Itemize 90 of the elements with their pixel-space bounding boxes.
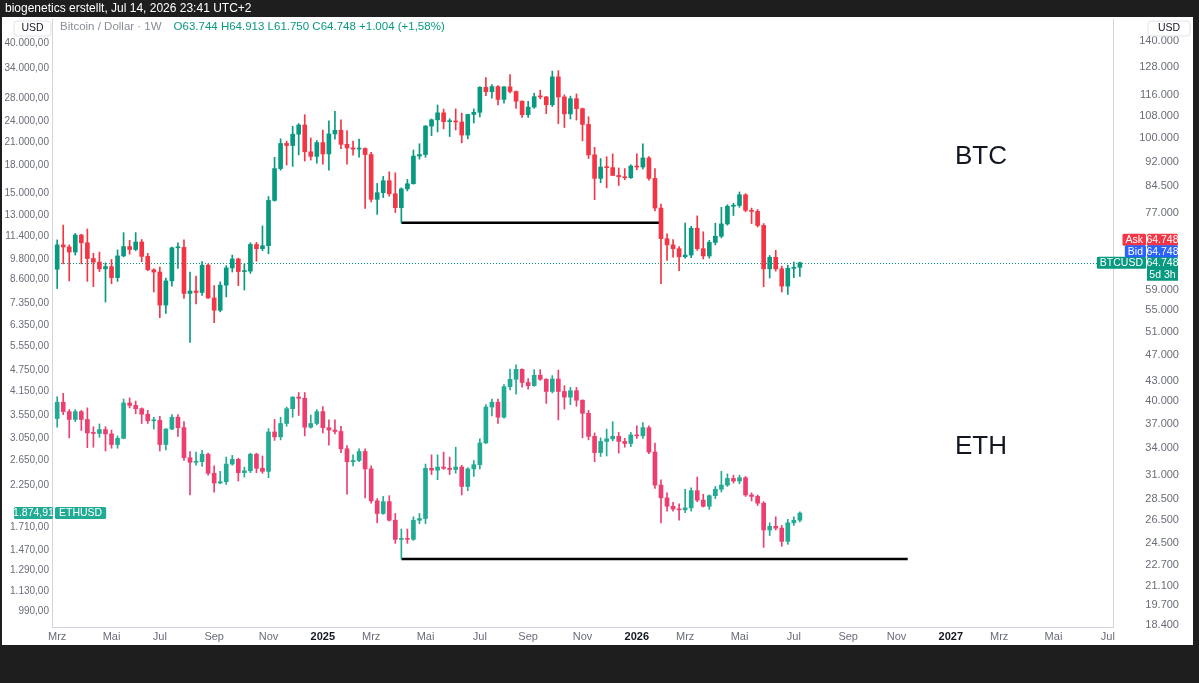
y-axis-title: USD [21,21,44,34]
x-tick-label: Sep [518,629,538,642]
candlestick [610,421,616,442]
y-tick-label: 18.000,00 [4,159,50,171]
candlestick [453,446,459,474]
x-tick-label: Nov [572,629,593,642]
candlestick [193,451,199,466]
y-tick-label: 59.000 [1145,282,1179,295]
ref-line-label: BTCUSD 64.748 5d 3h [1099,256,1179,281]
y-tick-label: 77.000 [1145,205,1179,218]
y-tick-label: 9.800,00 [10,252,50,264]
y-tick-label: 19.700 [1145,598,1179,611]
y-tick-label: 140.000 [1139,33,1179,46]
y-tick-label: 40.000 [1145,394,1179,407]
candlestick [187,451,193,496]
y-tick-label: 5.550,00 [10,340,50,352]
x-tick-label: Sep [838,629,858,642]
x-tick-label: Nov [886,629,907,642]
y-tick-label: 4.150,00 [10,384,50,396]
y-tick-label: 24.000,00 [4,115,50,127]
y-axis-title: USD [1157,21,1181,34]
text: ETH [954,430,1007,461]
candlestick [66,244,72,282]
y-tick-label: 1.710,00 [10,520,50,532]
y-tick-label: 55.000 [1145,302,1179,315]
y-tick-label: 100.000 [1139,130,1179,143]
text: biogenetics erstellt, Jul 14, 2026 23:41 UTC+2 [5,1,252,16]
x-tick-label: Mrz [675,629,695,642]
y-tick-label: 22.700 [1145,557,1179,570]
x-tick-label: Jul [152,629,167,642]
annotation: 1.874,91 ETHUSD [13,506,103,519]
y-tick-label: 128.000 [1139,59,1179,72]
x-tick-label: Sep [204,629,224,642]
annotation: BTC [954,140,1007,171]
x-tick-label: Nov [258,629,279,642]
y-tick-label: 47.000 [1145,348,1179,361]
y-tick-label: 1.290,00 [10,564,50,576]
x-tick-label: Mai [1044,629,1063,642]
y-tick-label: 4.750,00 [10,364,50,376]
y-tick-label: 2.250,00 [10,478,50,490]
y-tick-label: 92.000 [1145,154,1179,167]
y-tick-label: 1.470,00 [10,544,50,556]
y-tick-label: 6.350,00 [10,319,50,331]
y-tick-label: 2.650,00 [10,453,50,465]
y-tick-label: 7.350,00 [10,297,50,309]
y-tick-label: 1.130,00 [10,584,50,596]
y-tick-label: 51.000 [1145,324,1179,337]
y-tick-label: 11.400,00 [5,229,50,241]
candlestick [773,516,779,531]
y-tick-label: 43.000 [1145,373,1179,386]
x-tick-label: 2025 [310,629,336,642]
y-tick-label: 40.000,00 [4,36,50,48]
y-tick-label: 108.000 [1139,108,1179,121]
y-tick-label: 28.500 [1145,492,1179,505]
y-tick-label: 990,00 [18,604,50,616]
y-tick-label: 31.000 [1145,467,1179,480]
y-tick-label: 13.000,00 [4,209,50,221]
y-tick-label: 28.000,00 [4,91,50,103]
y-tick-label: 34.000,00 [4,61,50,73]
x-tick-label: Jul [472,629,487,642]
y-tick-label: 34.000 [1145,441,1179,454]
x-tick-label: Mai [102,629,121,642]
x-tick-label: Mai [730,629,749,642]
y-tick-label: 18.400 [1145,617,1179,630]
y-tick-label: 84.500 [1145,179,1179,192]
x-tick-label: Mai [416,629,435,642]
y-tick-label: 15.000,00 [4,187,50,199]
x-tick-label: 2026 [624,629,650,642]
x-tick-label: Mrz [48,629,67,642]
y-tick-label: 8.600,00 [10,272,50,284]
text: Bid 64.748 [1127,244,1179,257]
candlestick [767,522,773,536]
y-tick-label: 116.000 [1140,87,1179,100]
y-tick-label: 3.050,00 [10,432,50,444]
x-tick-label: Mrz [362,629,381,642]
y-tick-label: 26.500 [1145,512,1179,525]
y-tick-label: 21.100 [1145,578,1179,591]
text: Ask 64.748 [1125,233,1179,246]
chart-title: Bitcoin / Dollar · 1W [60,20,162,33]
x-tick-label: 2027 [938,629,964,642]
x-tick-label: Mrz [989,629,1009,642]
y-tick-label: 21.000,00 [4,135,50,147]
chart-subtitle: O63.744 H64.913 L61.750 C64.748 +1.004 (+1,58%) [173,20,445,33]
y-tick-label: 3.550,00 [10,408,50,420]
x-tick-label: Jul [1100,629,1115,642]
y-tick-label: 24.500 [1145,535,1179,548]
x-tick-label: Jul [786,629,801,642]
candlestick [151,416,157,430]
y-tick-label: 37.000 [1145,416,1179,429]
candlestick [362,147,368,209]
